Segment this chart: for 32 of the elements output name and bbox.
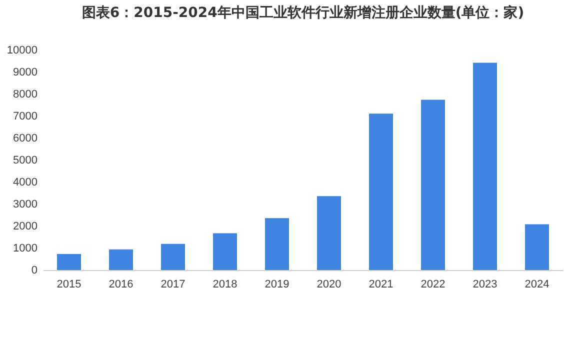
x-tick-label: 2016	[108, 278, 134, 290]
bar	[473, 62, 497, 270]
x-tick-label: 2024	[524, 278, 550, 290]
bar	[213, 233, 237, 270]
bar	[421, 100, 445, 270]
y-tick-label: 5000	[13, 154, 38, 166]
bar	[57, 254, 81, 270]
bar	[369, 114, 393, 270]
x-tick-label: 2017	[160, 278, 186, 290]
y-tick-label: 9000	[13, 66, 38, 78]
y-tick-label: 2000	[13, 220, 38, 232]
y-tick-label: 3000	[13, 198, 38, 210]
x-tick-label: 2021	[368, 278, 394, 290]
bar	[265, 218, 289, 270]
y-tick-label: 0	[31, 264, 38, 276]
y-tick-label: 6000	[13, 132, 38, 144]
x-tick-label: 2019	[264, 278, 290, 290]
y-tick-label: 1000	[13, 242, 38, 254]
y-tick-label: 10000	[6, 44, 38, 56]
bar	[525, 224, 549, 270]
bar	[109, 249, 133, 270]
bar	[317, 196, 341, 270]
chart-title: 图表6：2015-2024年中国工业软件行业新增注册企业数量(单位：家)	[82, 4, 524, 21]
x-tick-label: 2020	[316, 278, 342, 290]
y-tick-label: 4000	[13, 176, 38, 188]
x-tick-label: 2023	[472, 278, 498, 290]
y-tick-label: 7000	[13, 110, 38, 122]
bar	[161, 244, 185, 270]
y-tick-label: 8000	[13, 88, 38, 100]
x-tick-label: 2022	[420, 278, 446, 290]
x-tick-label: 2018	[212, 278, 238, 290]
x-tick-label: 2015	[56, 278, 82, 290]
